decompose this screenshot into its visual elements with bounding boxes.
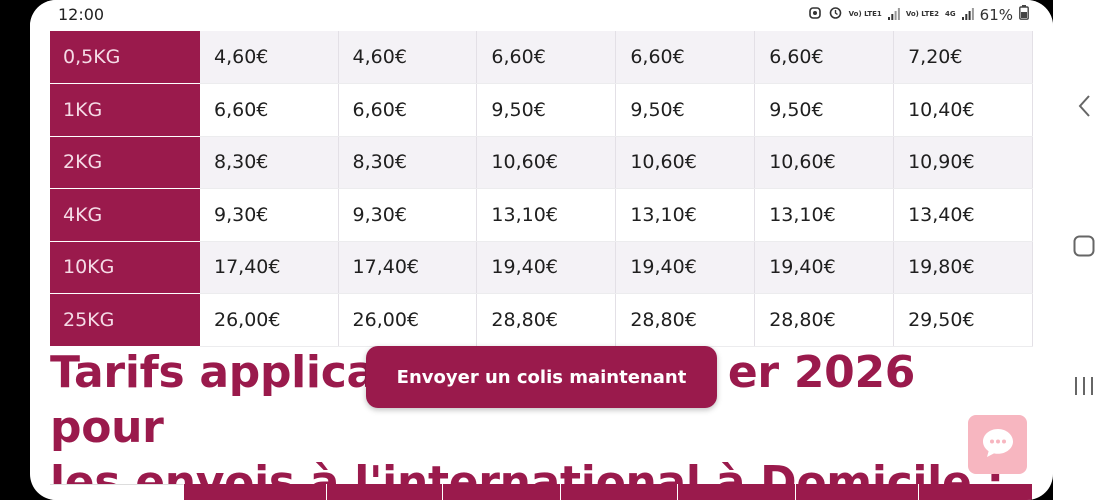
price-cell: 9,50€ xyxy=(754,83,895,137)
price-cell: 7,20€ xyxy=(893,31,1033,84)
price-cell: 19,40€ xyxy=(615,241,756,294)
home-button[interactable] xyxy=(1053,218,1114,278)
battery-icon xyxy=(1019,5,1029,24)
price-cell: 13,10€ xyxy=(476,188,617,242)
chevron-left-icon xyxy=(1077,94,1091,122)
price-cell: 9,30€ xyxy=(338,188,478,242)
price-cell: 29,50€ xyxy=(893,293,1033,347)
sim2-label: Vo) LTE2 xyxy=(905,10,940,18)
phone-screen: 12:00 Vo) LTE1 Vo) LTE2 4G 61% 0,5KG 4,60 xyxy=(30,0,1053,500)
table-header-cell xyxy=(561,484,678,500)
price-cell: 13,10€ xyxy=(754,188,895,242)
recent-apps-icon xyxy=(1073,376,1095,400)
price-cell: 10,60€ xyxy=(754,136,895,189)
table-row: 10KG 17,40€ 17,40€ 19,40€ 19,40€ 19,40€ 19,80€ xyxy=(50,241,1033,294)
price-cell: 10,90€ xyxy=(893,136,1033,189)
price-cell: 4,60€ xyxy=(200,31,339,84)
table-row: 25KG 26,00€ 26,00€ 28,80€ 28,80€ 28,80€ 29,50€ xyxy=(50,293,1033,347)
table-header-cell xyxy=(327,484,443,500)
price-cell: 10,60€ xyxy=(476,136,617,189)
status-bar: 12:00 Vo) LTE1 Vo) LTE2 4G 61% xyxy=(30,0,1053,30)
shipping-rates-table: 0,5KG 4,60€ 4,60€ 6,60€ 6,60€ 6,60€ 7,20€ 1KG 6,… xyxy=(50,31,1033,347)
price-cell: 4,60€ xyxy=(338,31,478,84)
weight-label: 4KG xyxy=(50,188,200,242)
price-cell: 26,00€ xyxy=(200,293,339,347)
recent-apps-button[interactable] xyxy=(1053,358,1114,418)
table-header-cell xyxy=(443,484,561,500)
table-header-cell xyxy=(50,484,184,500)
clock: 12:00 xyxy=(58,5,105,24)
weight-label: 0,5KG xyxy=(50,31,200,84)
price-cell: 10,60€ xyxy=(615,136,756,189)
battery-percent: 61% xyxy=(979,5,1013,24)
price-cell: 8,30€ xyxy=(200,136,339,189)
price-cell: 28,80€ xyxy=(754,293,895,347)
next-table-header xyxy=(50,484,1033,500)
sim1-label: Vo) LTE1 xyxy=(848,10,882,18)
price-cell: 28,80€ xyxy=(615,293,756,347)
price-cell: 6,60€ xyxy=(476,31,617,84)
notification-icon xyxy=(808,6,822,24)
weight-label: 25KG xyxy=(50,293,200,347)
section-heading: Tarifs applica er 2026 pour les envois à … xyxy=(50,345,1040,500)
chat-bubble-icon xyxy=(981,427,1015,463)
rates-table-body: 0,5KG 4,60€ 4,60€ 6,60€ 6,60€ 6,60€ 7,20€ 1KG 6,… xyxy=(50,31,1033,347)
weight-label: 2KG xyxy=(50,136,200,189)
table-header-cell xyxy=(678,484,796,500)
price-cell: 9,50€ xyxy=(615,83,756,137)
price-cell: 17,40€ xyxy=(200,241,339,294)
price-cell: 6,60€ xyxy=(754,31,895,84)
weight-label: 1KG xyxy=(50,83,200,137)
table-row: 4KG 9,30€ 9,30€ 13,10€ 13,10€ 13,10€ 13,40€ xyxy=(50,188,1033,242)
price-cell: 26,00€ xyxy=(338,293,478,347)
price-cell: 13,10€ xyxy=(615,188,756,242)
price-cell: 13,40€ xyxy=(893,188,1033,242)
price-cell: 19,40€ xyxy=(476,241,617,294)
table-header-cell xyxy=(184,484,327,500)
signal-icon xyxy=(887,6,900,24)
status-icons: Vo) LTE1 Vo) LTE2 4G 61% xyxy=(808,5,1029,24)
price-cell: 9,30€ xyxy=(200,188,339,242)
weight-label: 10KG xyxy=(50,241,200,294)
price-cell: 28,80€ xyxy=(476,293,617,347)
price-cell: 19,40€ xyxy=(754,241,895,294)
back-button[interactable] xyxy=(1053,78,1114,138)
chat-button[interactable] xyxy=(968,415,1027,474)
heading-line1-end: er 2026 pour xyxy=(50,347,916,453)
table-row: 1KG 6,60€ 6,60€ 9,50€ 9,50€ 9,50€ 10,40€ xyxy=(50,83,1033,137)
price-cell: 17,40€ xyxy=(338,241,478,294)
price-cell: 6,60€ xyxy=(200,83,339,137)
table-header-cell xyxy=(919,484,1033,500)
price-cell: 19,80€ xyxy=(893,241,1033,294)
price-cell: 8,30€ xyxy=(338,136,478,189)
alarm-icon xyxy=(828,5,843,24)
price-cell: 6,60€ xyxy=(338,83,478,137)
table-row: 0,5KG 4,60€ 4,60€ 6,60€ 6,60€ 6,60€ 7,20€ xyxy=(50,31,1033,84)
price-cell: 6,60€ xyxy=(615,31,756,84)
table-row: 2KG 8,30€ 8,30€ 10,60€ 10,60€ 10,60€ 10,90€ xyxy=(50,136,1033,189)
home-square-icon xyxy=(1073,235,1095,261)
android-nav-bar xyxy=(1053,0,1114,500)
price-cell: 9,50€ xyxy=(476,83,617,137)
network-label: 4G xyxy=(945,10,956,18)
heading-line1-start: Tarifs applica xyxy=(50,347,376,398)
send-parcel-button[interactable]: Envoyer un colis maintenant xyxy=(366,346,717,408)
table-header-cell xyxy=(796,484,919,500)
price-cell: 10,40€ xyxy=(893,83,1033,137)
signal-icon xyxy=(961,6,974,24)
